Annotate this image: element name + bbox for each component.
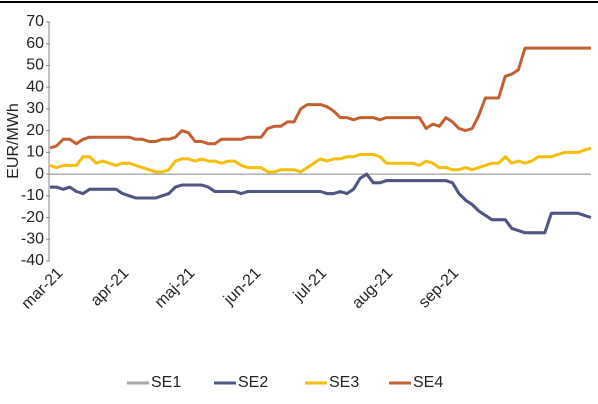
series-line bbox=[50, 172, 592, 235]
legend-label: SE4 bbox=[413, 374, 443, 391]
x-tick-label: jun-21 bbox=[220, 265, 264, 309]
legend-label: SE1 bbox=[151, 374, 181, 391]
y-tick-label: -40 bbox=[21, 252, 44, 269]
x-tick-label: jul-21 bbox=[290, 265, 330, 305]
x-tick-label: aug-21 bbox=[349, 265, 396, 312]
x-tick-label: apr-21 bbox=[88, 265, 133, 310]
series-line bbox=[49, 146, 592, 174]
x-tick-label: sep-21 bbox=[416, 265, 463, 312]
y-tick-label: 0 bbox=[35, 165, 44, 182]
legend-label: SE2 bbox=[238, 374, 268, 391]
series-line bbox=[49, 46, 591, 150]
y-tick-label: -30 bbox=[21, 230, 44, 247]
y-tick-label: 30 bbox=[26, 100, 44, 117]
legend-label: SE3 bbox=[329, 374, 359, 391]
y-tick-label: 10 bbox=[26, 144, 44, 161]
y-tick-label: -20 bbox=[21, 209, 44, 226]
x-tick-label: maj-21 bbox=[152, 265, 199, 312]
y-tick-label: 70 bbox=[26, 13, 44, 30]
y-tick-label: 20 bbox=[26, 122, 44, 139]
x-tick-label: mar-21 bbox=[19, 265, 67, 313]
y-axis-label: EUR/MWh bbox=[5, 103, 22, 179]
y-tick-label: 60 bbox=[26, 35, 44, 52]
y-tick-label: -10 bbox=[21, 187, 44, 204]
y-tick-label: 50 bbox=[26, 57, 44, 74]
y-tick-label: 40 bbox=[26, 78, 44, 95]
